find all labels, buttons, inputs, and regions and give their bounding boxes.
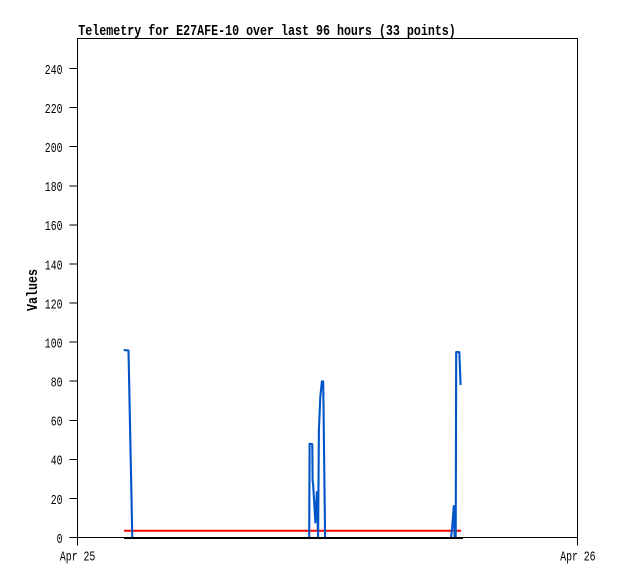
- svg-text:Telemetry for E27AFE-10 over l: Telemetry for E27AFE-10 over last 96 hou…: [78, 23, 456, 40]
- svg-text:180: 180: [45, 180, 63, 196]
- svg-text:40: 40: [51, 454, 63, 470]
- svg-text:Apr 26: Apr 26: [560, 550, 595, 566]
- svg-text:80: 80: [51, 376, 63, 392]
- svg-text:200: 200: [45, 141, 63, 157]
- svg-text:20: 20: [51, 493, 63, 509]
- svg-text:60: 60: [51, 415, 63, 431]
- svg-text:0: 0: [57, 532, 63, 548]
- svg-text:Apr 25: Apr 25: [60, 550, 95, 566]
- svg-text:120: 120: [45, 297, 63, 313]
- svg-text:160: 160: [45, 219, 63, 235]
- svg-text:220: 220: [45, 102, 63, 118]
- svg-text:140: 140: [45, 258, 63, 274]
- svg-text:100: 100: [45, 337, 63, 353]
- svg-text:Values: Values: [25, 269, 42, 311]
- svg-text:240: 240: [45, 63, 63, 79]
